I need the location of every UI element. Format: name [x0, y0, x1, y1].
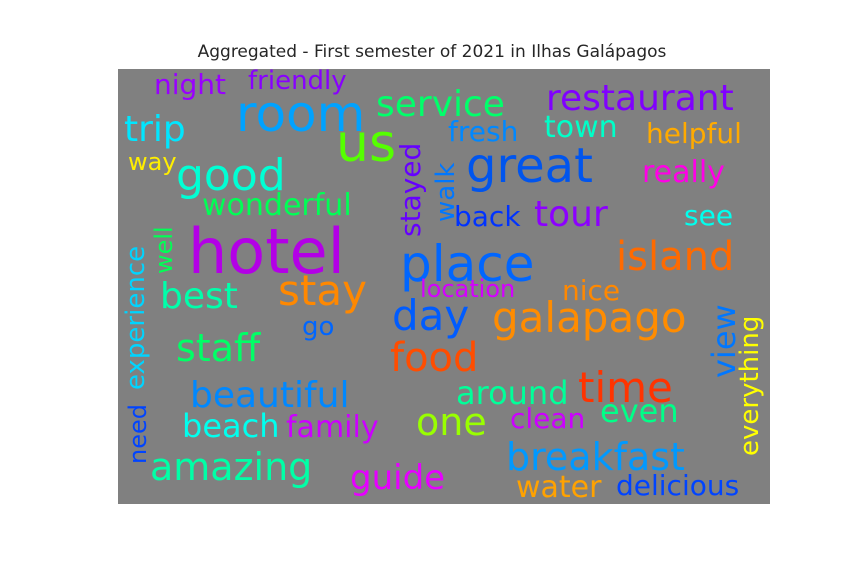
word-night: night	[154, 68, 226, 101]
word-day: day	[392, 291, 469, 340]
word-way: way	[128, 148, 177, 176]
word-well: well	[150, 226, 178, 274]
word-stay: stay	[278, 266, 367, 315]
word-best: best	[160, 276, 238, 317]
word-delicious: delicious	[616, 469, 739, 502]
word-family: family	[286, 410, 379, 445]
word-trip: trip	[124, 109, 186, 150]
word-view: view	[705, 304, 743, 378]
word-back: back	[454, 200, 521, 233]
word-clean: clean	[510, 402, 585, 435]
word-food: food	[390, 335, 478, 381]
word-galapago: galapago	[492, 293, 687, 342]
word-really: really	[642, 155, 725, 190]
word-breakfast: breakfast	[506, 435, 685, 479]
word-hotel: hotel	[188, 215, 345, 288]
word-see: see	[684, 199, 733, 232]
word-great: great	[466, 138, 593, 194]
word-fresh: fresh	[448, 115, 518, 148]
word-one: one	[416, 400, 487, 444]
chart-title: Aggregated - First semester of 2021 in I…	[197, 42, 667, 62]
word-location: location	[420, 275, 515, 303]
word-place: place	[400, 235, 535, 293]
word-helpful: helpful	[646, 117, 742, 150]
word-walk: walk	[431, 163, 461, 222]
word-wonderful: wonderful	[202, 188, 352, 223]
word-time: time	[578, 363, 673, 412]
word-beach: beach	[182, 407, 279, 445]
word-even: even	[600, 392, 679, 430]
word-beautiful: beautiful	[190, 375, 350, 416]
word-stayed: stayed	[394, 143, 427, 237]
word-good: good	[176, 150, 286, 201]
word-everything: everything	[735, 316, 765, 456]
word-town: town	[544, 110, 618, 145]
word-friendly: friendly	[248, 66, 347, 96]
word-room: room	[236, 85, 365, 143]
word-guide: guide	[350, 458, 445, 498]
word-need: need	[124, 404, 152, 464]
word-amazing: amazing	[150, 445, 312, 489]
word-restaurant: restaurant	[546, 78, 734, 119]
word-tour: tour	[534, 194, 608, 235]
cloud-background	[118, 69, 770, 504]
word-water: water	[516, 470, 602, 505]
word-experience: experience	[121, 246, 151, 390]
word-nice: nice	[562, 274, 620, 307]
word-staff: staff	[176, 326, 261, 370]
word-go: go	[302, 312, 334, 342]
word-service: service	[376, 84, 505, 125]
word-us: us	[336, 114, 396, 174]
word-island: island	[616, 234, 734, 280]
word-around: around	[456, 374, 569, 412]
